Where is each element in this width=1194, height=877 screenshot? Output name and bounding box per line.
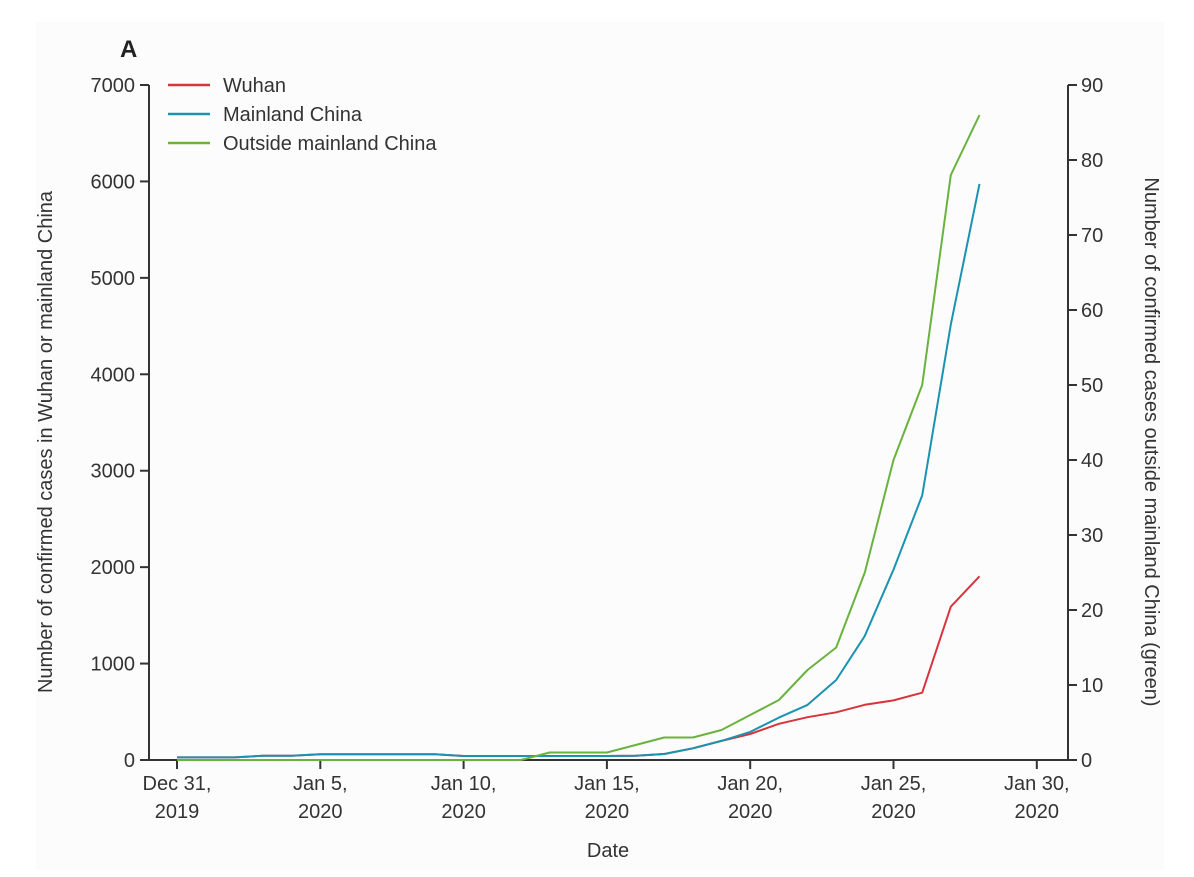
- x-tick-label: Jan 20, 2020: [717, 773, 783, 823]
- x-tick-label: Jan 5, 2020: [293, 773, 347, 823]
- y-left-tick-label: 4000: [91, 364, 136, 386]
- line-chart: A 0 1000 2000 3000 4000 5000 6000 7000 0 10 20 30 40…: [36, 36, 1162, 862]
- y-left-tick-label: 7000: [91, 75, 136, 97]
- y-left-tick-label: 2000: [91, 557, 136, 579]
- x-tick-label-line2: 2020: [728, 801, 773, 823]
- legend-label-wuhan: Wuhan: [223, 75, 286, 97]
- x-tick-label-line2: 2020: [298, 801, 343, 823]
- y-right-tick-label: 50: [1081, 375, 1103, 397]
- legend: Wuhan Mainland China Outside mainland Chin…: [168, 75, 437, 155]
- legend-label-mainland-china: Mainland China: [223, 104, 363, 126]
- x-tick-label-line2: 2020: [1015, 801, 1060, 823]
- x-tick-label-line1: Jan 5,: [293, 773, 347, 795]
- y-right-tick-label: 70: [1081, 225, 1103, 247]
- x-tick-label: Jan 25, 2020: [861, 773, 927, 823]
- y-left-tick-label: 5000: [91, 268, 136, 290]
- x-tick-label: Jan 15, 2020: [574, 773, 640, 823]
- y-right-tick-label: 30: [1081, 525, 1103, 547]
- y-right-tick-label: 90: [1081, 75, 1103, 97]
- y-left-tick-label: 6000: [91, 171, 136, 193]
- x-tick-label: Jan 10, 2020: [431, 773, 497, 823]
- y-right-tick-label: 20: [1081, 600, 1103, 622]
- x-tick-label: Jan 30, 2020: [1004, 773, 1070, 823]
- x-tick-label: Dec 31, 2019: [143, 773, 212, 823]
- y-right-tick-label: 60: [1081, 300, 1103, 322]
- axes: 0 1000 2000 3000 4000 5000 6000 7000 0 10 20 30 40 50…: [91, 75, 1104, 823]
- x-tick-label-line2: 2020: [441, 801, 486, 823]
- x-tick-label-line2: 2020: [585, 801, 630, 823]
- x-tick-label-line1: Jan 10,: [431, 773, 497, 795]
- x-tick-label-line2: 2019: [155, 801, 200, 823]
- series-layer: [177, 114, 981, 761]
- x-tick-label-line1: Jan 25,: [861, 773, 927, 795]
- y-left-axis-title: Number of confirmed cases in Wuhan or ma…: [36, 190, 57, 693]
- y-right-tick-label: 0: [1081, 750, 1092, 772]
- y-right-tick-label: 10: [1081, 675, 1103, 697]
- y-right-axis-title: Number of confirmed cases outside mainla…: [1140, 177, 1162, 706]
- y-left-tick-label: 3000: [91, 461, 136, 483]
- series-line-mainland-china: [177, 183, 981, 759]
- x-axis-title: Date: [587, 840, 629, 862]
- x-tick-label-line1: Jan 30,: [1004, 773, 1070, 795]
- y-left-tick-label: 1000: [91, 654, 136, 676]
- panel-label: A: [120, 36, 137, 63]
- legend-label-outside-mainland-china: Outside mainland China: [223, 133, 437, 155]
- x-tick-label-line1: Jan 20,: [717, 773, 783, 795]
- x-tick-label-line1: Dec 31,: [143, 773, 212, 795]
- x-tick-label-line2: 2020: [871, 801, 916, 823]
- y-left-tick-label: 0: [124, 750, 135, 772]
- y-right-tick-label: 80: [1081, 150, 1103, 172]
- series-line-outside-mainland-china: [177, 114, 981, 761]
- figure-panel: A 0 1000 2000 3000 4000 5000 6000 7000 0 10 20 30 40…: [36, 22, 1164, 870]
- x-tick-label-line1: Jan 15,: [574, 773, 640, 795]
- y-right-tick-label: 40: [1081, 450, 1103, 472]
- series-line-wuhan: [177, 575, 981, 759]
